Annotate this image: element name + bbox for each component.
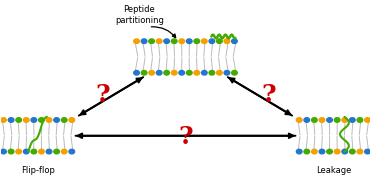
Ellipse shape xyxy=(54,149,59,154)
Ellipse shape xyxy=(296,149,302,154)
Ellipse shape xyxy=(1,118,6,122)
Ellipse shape xyxy=(232,39,237,43)
Ellipse shape xyxy=(327,149,332,154)
Ellipse shape xyxy=(156,70,162,75)
Ellipse shape xyxy=(365,118,370,122)
Ellipse shape xyxy=(179,39,184,43)
Ellipse shape xyxy=(23,149,29,154)
Ellipse shape xyxy=(141,39,147,43)
Ellipse shape xyxy=(365,149,370,154)
Ellipse shape xyxy=(194,70,200,75)
Ellipse shape xyxy=(357,118,363,122)
Ellipse shape xyxy=(39,149,44,154)
Ellipse shape xyxy=(224,39,230,43)
Ellipse shape xyxy=(349,149,355,154)
Ellipse shape xyxy=(209,39,215,43)
Text: Leakage: Leakage xyxy=(316,166,351,175)
Ellipse shape xyxy=(149,39,154,43)
Ellipse shape xyxy=(54,118,59,122)
Ellipse shape xyxy=(8,149,14,154)
Ellipse shape xyxy=(164,70,170,75)
Ellipse shape xyxy=(342,149,348,154)
Ellipse shape xyxy=(8,118,14,122)
Ellipse shape xyxy=(187,70,192,75)
Ellipse shape xyxy=(217,70,222,75)
Ellipse shape xyxy=(62,149,67,154)
Ellipse shape xyxy=(69,149,75,154)
Ellipse shape xyxy=(209,70,215,75)
Ellipse shape xyxy=(171,39,177,43)
Ellipse shape xyxy=(334,149,340,154)
Ellipse shape xyxy=(164,39,170,43)
Ellipse shape xyxy=(327,118,332,122)
Text: ?: ? xyxy=(95,83,110,106)
Ellipse shape xyxy=(357,149,363,154)
Ellipse shape xyxy=(201,70,207,75)
Ellipse shape xyxy=(349,118,355,122)
Ellipse shape xyxy=(342,118,348,122)
Ellipse shape xyxy=(141,70,147,75)
Text: Peptide
partitioning: Peptide partitioning xyxy=(115,5,164,25)
Ellipse shape xyxy=(201,39,207,43)
Ellipse shape xyxy=(62,118,67,122)
Ellipse shape xyxy=(69,118,75,122)
Text: ?: ? xyxy=(261,83,276,106)
Ellipse shape xyxy=(319,118,325,122)
Ellipse shape xyxy=(31,149,37,154)
Ellipse shape xyxy=(134,70,139,75)
Ellipse shape xyxy=(187,39,192,43)
Ellipse shape xyxy=(296,118,302,122)
Text: Flip-flop: Flip-flop xyxy=(21,166,55,175)
Text: ?: ? xyxy=(178,125,193,149)
Ellipse shape xyxy=(304,118,309,122)
Ellipse shape xyxy=(1,149,6,154)
Ellipse shape xyxy=(23,118,29,122)
Ellipse shape xyxy=(217,39,222,43)
Ellipse shape xyxy=(304,149,309,154)
Ellipse shape xyxy=(134,39,139,43)
Ellipse shape xyxy=(16,118,22,122)
Ellipse shape xyxy=(46,118,52,122)
Ellipse shape xyxy=(224,70,230,75)
Ellipse shape xyxy=(312,118,317,122)
Ellipse shape xyxy=(156,39,162,43)
Ellipse shape xyxy=(31,118,37,122)
Ellipse shape xyxy=(232,70,237,75)
Ellipse shape xyxy=(171,70,177,75)
Ellipse shape xyxy=(16,149,22,154)
Ellipse shape xyxy=(334,118,340,122)
Ellipse shape xyxy=(194,39,200,43)
Ellipse shape xyxy=(149,70,154,75)
Ellipse shape xyxy=(39,118,44,122)
Ellipse shape xyxy=(179,70,184,75)
Ellipse shape xyxy=(312,149,317,154)
Ellipse shape xyxy=(46,149,52,154)
Ellipse shape xyxy=(319,149,325,154)
